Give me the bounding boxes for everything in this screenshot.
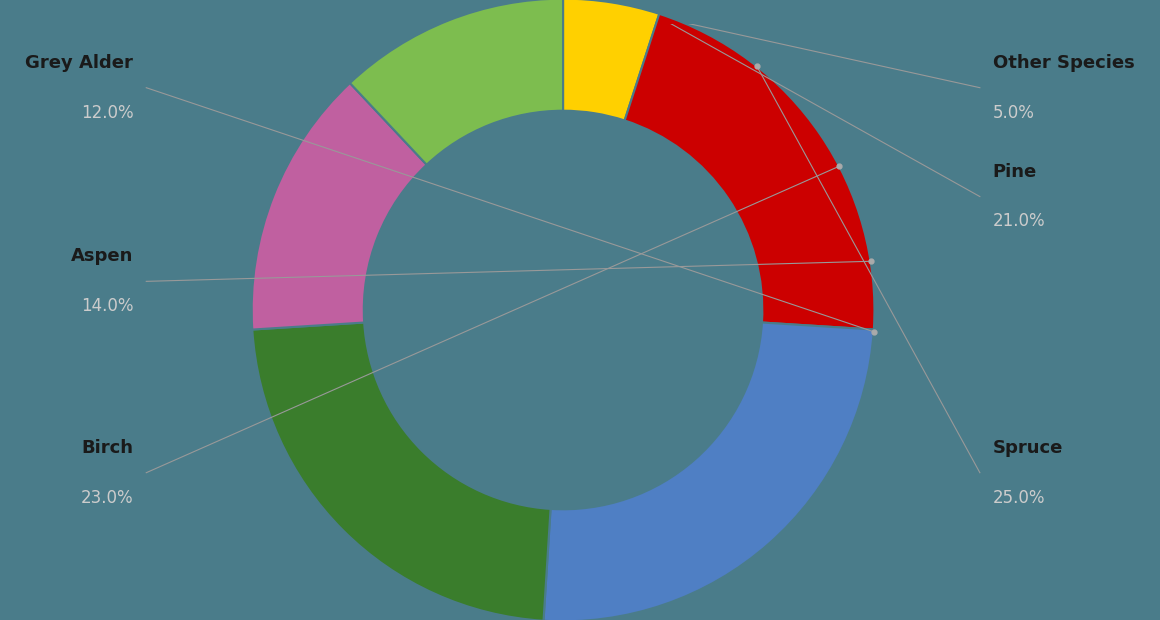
Text: Other Species: Other Species: [993, 54, 1134, 72]
Wedge shape: [563, 0, 659, 120]
Text: Pine: Pine: [993, 162, 1037, 180]
Wedge shape: [253, 322, 551, 620]
Text: 12.0%: 12.0%: [81, 104, 133, 122]
Text: Grey Alder: Grey Alder: [26, 54, 133, 72]
Wedge shape: [624, 14, 875, 330]
Wedge shape: [252, 83, 427, 330]
Text: Spruce: Spruce: [993, 439, 1063, 457]
Text: 14.0%: 14.0%: [81, 297, 133, 315]
Text: Birch: Birch: [81, 439, 133, 457]
Wedge shape: [544, 322, 873, 620]
Wedge shape: [350, 0, 563, 165]
Text: Aspen: Aspen: [71, 247, 133, 265]
Text: 21.0%: 21.0%: [993, 213, 1045, 231]
Text: 23.0%: 23.0%: [81, 489, 133, 507]
Text: 5.0%: 5.0%: [993, 104, 1035, 122]
Text: 25.0%: 25.0%: [993, 489, 1045, 507]
